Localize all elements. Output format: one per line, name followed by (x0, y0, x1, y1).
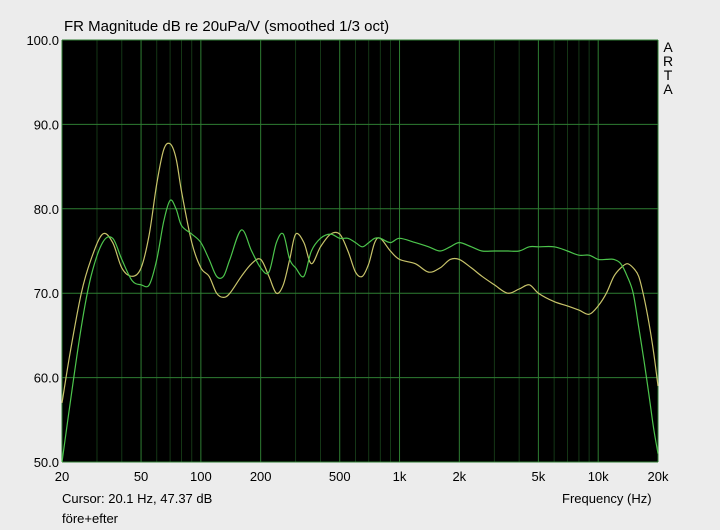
plot-area[interactable] (62, 40, 658, 462)
brand-letter: T (663, 67, 673, 83)
major-grid (61, 39, 659, 463)
x-tick-labels: 20 50 100 200 500 1k 2k 5k 10k 20k (55, 469, 669, 484)
brand-letter: A (663, 39, 673, 55)
series-line-2 (61, 199, 659, 463)
y-tick-label: 50.0 (34, 455, 59, 470)
series-line-1 (61, 142, 659, 403)
minor-grid (96, 40, 590, 462)
brand-letter: R (662, 53, 674, 69)
x-tick-label: 1k (393, 469, 407, 484)
y-tick-label: 80.0 (34, 202, 59, 217)
y-tick-label: 60.0 (34, 371, 59, 386)
brand-letter: A (663, 81, 673, 97)
y-tick-label: 100.0 (26, 33, 59, 48)
x-tick-label: 2k (452, 469, 466, 484)
cursor-readout: Cursor: 20.1 Hz, 47.37 dB (62, 491, 213, 506)
x-tick-label: 5k (532, 469, 546, 484)
y-tick-label: 90.0 (34, 117, 59, 132)
x-tick-label: 50 (134, 469, 148, 484)
x-axis-label: Frequency (Hz) (562, 491, 652, 506)
y-tick-labels: 50.0 60.0 70.0 80.0 90.0 100.0 (26, 33, 59, 470)
x-tick-label: 20 (55, 469, 69, 484)
y-tick-label: 70.0 (34, 286, 59, 301)
chart-title: FR Magnitude dB re 20uPa/V (smoothed 1/3… (64, 18, 390, 35)
x-tick-label: 20k (648, 469, 669, 484)
file-label: före+efter (62, 511, 119, 526)
series-layer (61, 142, 659, 463)
x-tick-label: 500 (329, 469, 351, 484)
x-tick-label: 10k (588, 469, 609, 484)
x-tick-label: 200 (250, 469, 272, 484)
x-tick-label: 100 (190, 469, 212, 484)
